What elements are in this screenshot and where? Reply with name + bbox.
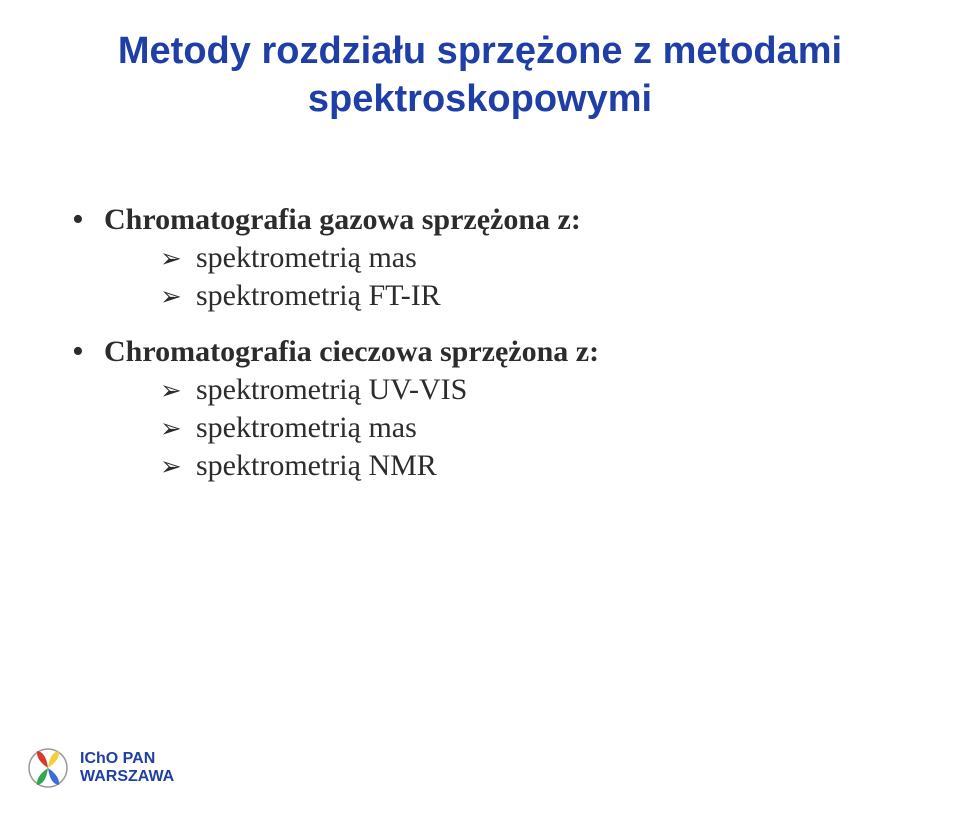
slide: Metody rozdziału sprzężone z metodami sp…	[0, 0, 960, 816]
title-line-2: spektroskopowymi	[308, 78, 652, 120]
title-line-1: Metody rozdziału sprzężone z metodami	[118, 30, 842, 72]
sub-item-text: spektrometrią mas	[196, 411, 417, 444]
sub-item-1-1: spektrometrią mas	[104, 241, 900, 275]
footer-line-1: IChO PAN	[80, 750, 155, 767]
sub-item-1-2: spektrometrią FT-IR	[104, 279, 900, 313]
slide-content: Chromatografia gazowa sprzężona z: spekt…	[60, 203, 900, 483]
bullet-item-2: Chromatografia cieczowa sprzężona z: spe…	[60, 335, 900, 483]
sub-item-2-3: spektrometrią NMR	[104, 449, 900, 483]
bullet-list: Chromatografia gazowa sprzężona z: spekt…	[60, 203, 900, 483]
sub-item-2-1: spektrometrią UV-VIS	[104, 373, 900, 407]
sub-item-text: spektrometrią NMR	[196, 449, 437, 482]
logo-icon	[26, 746, 70, 790]
bullet-label-2: Chromatografia cieczowa sprzężona z:	[104, 335, 599, 368]
sub-item-text: spektrometrią FT-IR	[196, 279, 441, 312]
sub-list-1: spektrometrią mas spektrometrią FT-IR	[104, 241, 900, 313]
footer: IChO PAN WARSZAWA	[26, 746, 174, 790]
footer-line-2: WARSZAWA	[80, 768, 174, 785]
bullet-label-1: Chromatografia gazowa sprzężona z:	[104, 203, 581, 236]
bullet-item-1: Chromatografia gazowa sprzężona z: spekt…	[60, 203, 900, 313]
slide-title: Metody rozdziału sprzężone z metodami sp…	[60, 28, 900, 123]
sub-item-2-2: spektrometrią mas	[104, 411, 900, 445]
sub-item-text: spektrometrią mas	[196, 241, 417, 274]
footer-text: IChO PAN WARSZAWA	[80, 750, 174, 787]
sub-list-2: spektrometrią UV-VIS spektrometrią mas s…	[104, 373, 900, 483]
sub-item-text: spektrometrią UV-VIS	[196, 373, 467, 406]
